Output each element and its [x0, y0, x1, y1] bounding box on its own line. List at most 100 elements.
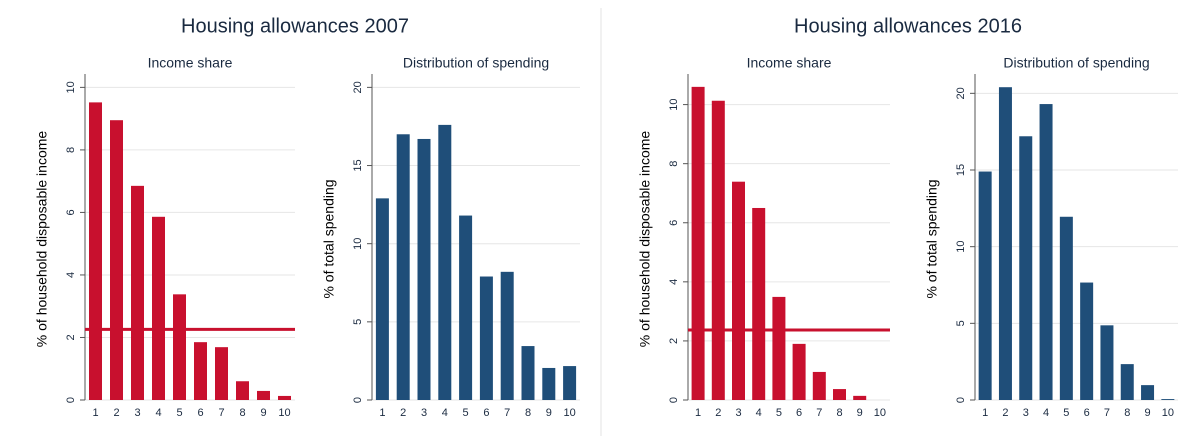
y-tick-label: 20: [352, 81, 364, 93]
x-tick-label: 6: [1084, 407, 1090, 419]
x-tick-label: 10: [874, 407, 886, 419]
bar: [278, 395, 291, 400]
x-tick-label: 9: [1144, 407, 1150, 419]
bar: [691, 86, 705, 400]
bar: [215, 347, 228, 400]
bar: [853, 395, 867, 400]
bar: [521, 346, 535, 400]
bar: [131, 185, 144, 400]
x-tick-label: 6: [796, 407, 802, 419]
bar: [479, 276, 493, 400]
y-tick-label: 4: [668, 279, 680, 285]
y-tick-label: 0: [352, 397, 364, 403]
y-tick-label: 0: [65, 397, 77, 403]
x-tick-label: 9: [857, 407, 863, 419]
bar: [194, 342, 207, 400]
y-tick-label: 2: [668, 338, 680, 344]
bar: [438, 124, 452, 401]
x-tick-label: 4: [1043, 407, 1049, 419]
x-tick-label: 3: [134, 407, 140, 419]
bar: [459, 215, 473, 400]
x-tick-label: 5: [776, 407, 782, 419]
x-tick-label: 1: [379, 407, 385, 419]
x-tick-label: 1: [92, 407, 98, 419]
x-tick-label: 4: [155, 407, 161, 419]
bar: [89, 102, 102, 401]
y-tick-label: 5: [352, 319, 364, 325]
y-tick-label: 20: [955, 87, 967, 99]
bar: [792, 343, 806, 400]
x-tick-label: 2: [400, 407, 406, 419]
y-tick-label: 10: [352, 238, 364, 250]
x-tick-label: 10: [1162, 407, 1174, 419]
y-axis-label: % of household disposable income: [637, 131, 653, 348]
x-tick-label: 7: [218, 407, 224, 419]
bar: [257, 390, 270, 400]
x-tick-label: 8: [239, 407, 245, 419]
x-tick-label: 4: [756, 407, 762, 419]
bar: [1120, 364, 1134, 400]
x-tick-label: 6: [483, 407, 489, 419]
y-axis-label: % of total spending: [924, 179, 940, 298]
bar: [1080, 282, 1094, 400]
bar: [417, 138, 431, 400]
bar: [711, 100, 725, 400]
bar: [812, 371, 826, 400]
y-axis-label: % of total spending: [321, 179, 337, 298]
chart-subtitle: Distribution of spending: [1003, 55, 1149, 71]
bar: [396, 134, 410, 400]
x-tick-label: 8: [525, 407, 531, 419]
y-tick-label: 10: [668, 98, 680, 110]
x-tick-label: 4: [442, 407, 448, 419]
bar: [833, 389, 846, 400]
bar: [978, 171, 992, 400]
bar: [1141, 385, 1155, 400]
bar: [1059, 216, 1073, 400]
y-tick-label: 8: [65, 147, 77, 153]
group-title: Housing allowances 2016: [794, 15, 1022, 37]
x-tick-label: 9: [260, 407, 266, 419]
y-tick-label: 6: [65, 209, 77, 215]
chart-subtitle: Distribution of spending: [403, 55, 549, 71]
y-tick-label: 10: [955, 241, 967, 253]
group-title: Housing allowances 2007: [181, 15, 409, 37]
bar: [1019, 136, 1033, 400]
x-tick-label: 3: [421, 407, 427, 419]
x-tick-label: 1: [982, 407, 988, 419]
x-tick-label: 9: [546, 407, 552, 419]
bar: [732, 181, 745, 400]
x-tick-label: 8: [1124, 407, 1130, 419]
y-tick-label: 0: [955, 397, 967, 403]
bar: [998, 87, 1012, 400]
chart-subtitle: Income share: [148, 55, 233, 71]
x-tick-label: 3: [735, 407, 741, 419]
x-tick-label: 5: [1063, 407, 1069, 419]
y-tick-label: 6: [668, 220, 680, 226]
x-tick-label: 2: [715, 407, 721, 419]
x-tick-label: 7: [1104, 407, 1110, 419]
x-tick-label: 5: [176, 407, 182, 419]
bar: [110, 120, 123, 400]
bar: [1100, 325, 1114, 400]
y-tick-label: 2: [65, 334, 77, 340]
x-tick-label: 1: [695, 407, 701, 419]
y-tick-label: 4: [65, 272, 77, 278]
bar: [173, 294, 186, 400]
bar: [1039, 104, 1053, 401]
y-tick-label: 10: [65, 81, 77, 93]
bar: [152, 216, 165, 400]
bar: [236, 381, 249, 400]
x-tick-label: 7: [504, 407, 510, 419]
bar: [563, 366, 577, 400]
bar: [542, 367, 556, 400]
x-tick-label: 10: [278, 407, 290, 419]
x-tick-label: 3: [1023, 407, 1029, 419]
x-tick-label: 10: [563, 407, 575, 419]
x-tick-label: 2: [1002, 407, 1008, 419]
x-tick-label: 2: [113, 407, 119, 419]
x-tick-label: 8: [836, 407, 842, 419]
bar: [375, 198, 389, 400]
y-tick-label: 15: [955, 164, 967, 176]
bar: [500, 271, 514, 400]
